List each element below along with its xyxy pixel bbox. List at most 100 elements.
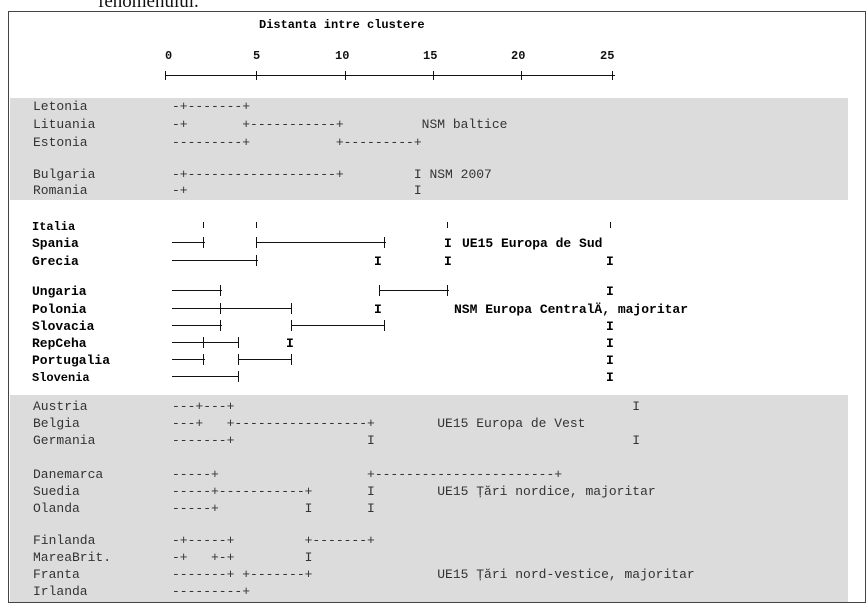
tree-node [384,237,385,248]
tree-continuation: I [606,336,614,351]
tree-node [256,222,257,228]
tree-branch: -+ +-----------+ NSM baltice [172,117,508,132]
tree-node [291,354,292,365]
tree-node [447,285,448,296]
tree-branch: -------+ +-------+ UE15 Țări nord-vestic… [172,567,695,582]
axis-tick [433,71,434,80]
tree-node [447,222,448,228]
country-label: MareaBrit. [33,550,112,565]
country-label: Polonia [32,302,87,317]
country-label: Suedia [33,484,80,499]
tree-node [238,354,239,365]
tree-continuation: I [606,370,614,385]
tree-continuation: I [606,353,614,368]
axis-tick-label: 25 [600,49,615,63]
tree-node [203,337,204,348]
tree-branch: ---------+ +---------+ [172,135,422,150]
axis-tick-label: 0 [165,49,173,63]
tree-continuation: I [606,319,614,334]
tree-branch: -----+-----------+ I UE15 Țări nordice, … [172,484,656,499]
cluster-label: NSM Europa CentralÄ, majoritar [454,302,689,317]
country-label: Franta [33,567,80,582]
axis-tick-label: 10 [335,49,350,63]
dendrogram-frame: Distanta intre clustere 0 5 10 15 20 25 … [8,11,866,603]
tree-branch: ---------+ [172,584,251,599]
tree-branch [256,242,386,243]
country-label: Estonia [33,135,88,150]
country-label: Letonia [33,99,88,114]
tree-node [291,303,292,314]
tree-branch: -+-------------------+ I NSM 2007 [172,167,492,182]
tree-branch [172,342,239,343]
tree-branch [379,290,449,291]
tree-branch: -------+ I I [172,433,641,448]
tree-node [379,285,380,296]
country-label: Bulgaria [33,167,96,182]
country-label: Ungaria [32,284,87,299]
tree-node [220,285,221,296]
country-label: Slovacia [32,319,95,334]
tree-branch [238,359,291,360]
tree-node [203,354,204,365]
tree-branch: -+-----+ +-------+ [172,533,375,548]
country-label: Lituania [33,117,96,132]
axis-tick-label: 20 [511,49,526,63]
cluster-band-baltic-nsm: Letonia -+-------+ Lituania -+ +--------… [10,98,848,200]
tree-branch [291,325,384,326]
axis-tick-label: 15 [423,49,438,63]
tree-node [238,371,239,382]
tree-branch [172,242,205,243]
tree-branch: -+ I [172,183,422,198]
country-label: RepCeha [32,336,87,351]
tree-continuation: I [374,302,382,317]
country-label: Romania [33,183,88,198]
tree-node [610,222,611,228]
cluster-label: UE15 Europa de Sud [462,236,603,251]
country-label: Olanda [33,501,80,516]
tree-node [384,320,385,331]
axis-tick [256,71,257,80]
dendrogram-title: Distanta intre clustere [259,18,425,32]
tree-node [203,237,204,248]
country-label: Danemarca [33,467,104,482]
axis-tick [521,71,522,80]
country-label: Irlanda [33,584,88,599]
page-text-fragment: fenomenului. [0,0,867,13]
tree-node [256,255,257,266]
tree-branch: -+ +-+ I [172,550,313,565]
tree-node [238,337,239,348]
country-label: Spania [32,236,79,251]
axis-tick [345,71,346,80]
axis-line [165,75,615,76]
tree-node [220,320,221,331]
tree-branch: -+-------+ [172,99,251,114]
country-label: Austria [33,399,88,414]
tree-continuation: I [444,236,452,251]
tree-branch: ---+ +-----------------+ UE15 Europa de … [172,416,586,431]
tree-continuation: I [444,254,452,269]
cluster-band-western-nordic: Austria ---+---+ I Belgia ---+ +--------… [10,395,848,602]
tree-branch: ---+---+ I [172,399,641,414]
tree-branch [172,260,258,261]
tree-branch [172,290,222,291]
tree-branch: -----+ +-----------------------+ [172,467,563,482]
tree-node [291,320,292,331]
tree-node [256,237,257,248]
tree-continuation: I [286,336,294,351]
tree-continuation: I [374,254,382,269]
axis-tick-label: 5 [253,49,261,63]
country-label: Germania [33,433,96,448]
country-label: Portugalia [32,353,111,368]
tree-branch [172,376,239,377]
country-label: Slovenia [32,371,90,385]
country-label: Belgia [33,416,80,431]
country-label: Finlanda [33,533,96,548]
tree-node [220,303,221,314]
tree-continuation: I [606,284,614,299]
tree-branch [172,325,222,326]
tree-node [203,222,204,228]
fragment-text: fenomenului. [98,0,199,12]
axis-tick [612,71,613,80]
country-label: Grecia [32,254,79,269]
tree-continuation: I [606,254,614,269]
